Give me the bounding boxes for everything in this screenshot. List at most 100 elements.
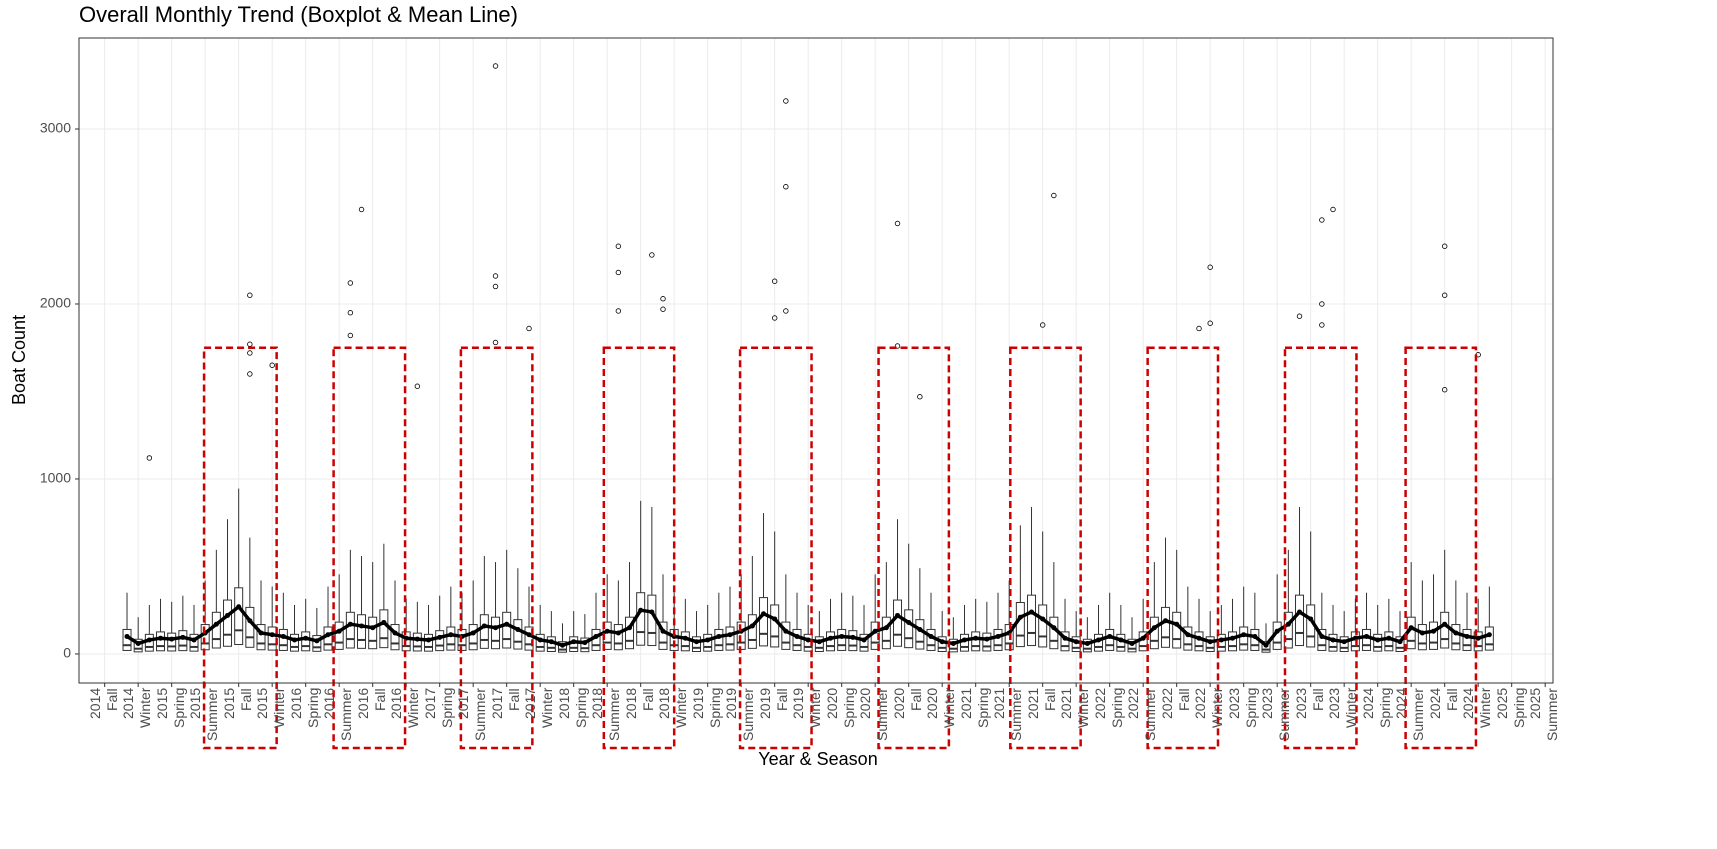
outlier xyxy=(783,98,789,104)
outlier xyxy=(615,243,622,249)
grid xyxy=(79,38,1553,683)
box xyxy=(390,624,400,651)
highlight-box xyxy=(877,346,951,750)
box xyxy=(513,619,523,650)
box xyxy=(167,632,177,652)
box xyxy=(446,626,456,651)
outlier xyxy=(347,332,354,339)
y-axis-label: Boat Count xyxy=(9,315,29,405)
outlier xyxy=(783,308,789,314)
box xyxy=(535,633,545,652)
mean-point xyxy=(1475,635,1481,641)
mean-point xyxy=(1442,621,1448,627)
box xyxy=(334,621,344,650)
mean-point xyxy=(325,632,331,638)
mean-point xyxy=(705,637,711,643)
mean-point xyxy=(213,621,219,627)
mean-point xyxy=(247,618,253,624)
box xyxy=(1027,594,1037,647)
box xyxy=(1384,631,1394,652)
highlight-box xyxy=(459,346,534,750)
mean-point xyxy=(1096,637,1102,643)
mean-point xyxy=(984,636,990,642)
mean-point xyxy=(347,621,353,627)
box xyxy=(1038,604,1048,648)
mean-point xyxy=(292,637,298,643)
mean-point xyxy=(169,636,175,642)
x-tick-label: 2020 Spring xyxy=(823,688,857,729)
mean-point xyxy=(1017,614,1023,620)
box xyxy=(926,628,936,651)
mean-point xyxy=(1308,616,1314,622)
mean-point xyxy=(571,639,577,645)
box xyxy=(826,631,836,652)
outlier xyxy=(615,269,622,276)
box xyxy=(245,606,255,648)
box xyxy=(781,621,791,650)
mean-point xyxy=(906,619,912,625)
mean-point xyxy=(1285,621,1291,627)
x-tick-label: 2021 Spring xyxy=(957,688,991,729)
box xyxy=(915,619,925,650)
highlight-box xyxy=(332,346,407,750)
y-tick-label: 2000 xyxy=(40,295,71,311)
outlier xyxy=(247,341,253,347)
x-tick-label: 2022 Spring xyxy=(1091,688,1125,729)
x-tick-label: 2014 Fall xyxy=(86,688,120,720)
mean-point xyxy=(135,640,141,646)
box xyxy=(1317,628,1327,651)
mean-point xyxy=(1140,635,1146,641)
mean-point xyxy=(682,635,688,641)
mean-point xyxy=(158,635,164,641)
x-tick-label: 2019 Fall xyxy=(756,688,790,720)
mean-point xyxy=(1486,632,1492,638)
box xyxy=(1473,631,1483,652)
box xyxy=(1194,631,1204,652)
box xyxy=(1362,628,1372,651)
box xyxy=(368,616,378,650)
box xyxy=(647,594,657,647)
mean-point xyxy=(816,639,822,645)
box xyxy=(1015,602,1025,648)
highlight-box xyxy=(1009,346,1082,750)
x-tick-label: 2020 Summer xyxy=(857,688,891,741)
highlight-box xyxy=(1404,346,1478,750)
box xyxy=(211,611,221,649)
mean-point xyxy=(593,633,599,639)
outlier xyxy=(783,184,789,190)
mean-point xyxy=(1084,640,1090,646)
box xyxy=(178,630,188,652)
mean-point xyxy=(1151,625,1157,631)
box xyxy=(1328,633,1338,652)
box xyxy=(323,626,333,651)
mean-point xyxy=(1207,639,1213,645)
y-tick-label: 3000 xyxy=(40,120,71,136)
outlier xyxy=(247,350,253,356)
x-tick-label: 2024 Spring xyxy=(1359,688,1393,729)
mean-point xyxy=(1364,633,1370,639)
mean-point xyxy=(124,633,130,639)
box xyxy=(1105,628,1115,651)
mean-point xyxy=(1252,633,1258,639)
mean-point xyxy=(1163,618,1169,624)
x-tick-label: 2022 Summer xyxy=(1125,688,1159,741)
box xyxy=(301,631,311,652)
mean-point xyxy=(1241,632,1247,638)
x-tick-label: 2022 Fall xyxy=(1158,688,1192,720)
box xyxy=(971,631,981,652)
mean-point xyxy=(716,633,722,639)
mean-point xyxy=(493,625,499,631)
outlier xyxy=(1441,243,1448,249)
x-tick-label: 2025 Spring xyxy=(1493,688,1527,729)
outlier xyxy=(660,306,666,312)
box xyxy=(1417,624,1427,651)
x-tick-label: 2021 Summer xyxy=(991,688,1025,741)
box xyxy=(792,628,802,651)
mean-point xyxy=(1375,637,1381,643)
mean-point xyxy=(883,625,889,631)
x-tick-label: 2015 Fall xyxy=(220,688,254,720)
box xyxy=(960,633,970,652)
mean-point xyxy=(1230,635,1236,641)
box xyxy=(1429,621,1439,650)
